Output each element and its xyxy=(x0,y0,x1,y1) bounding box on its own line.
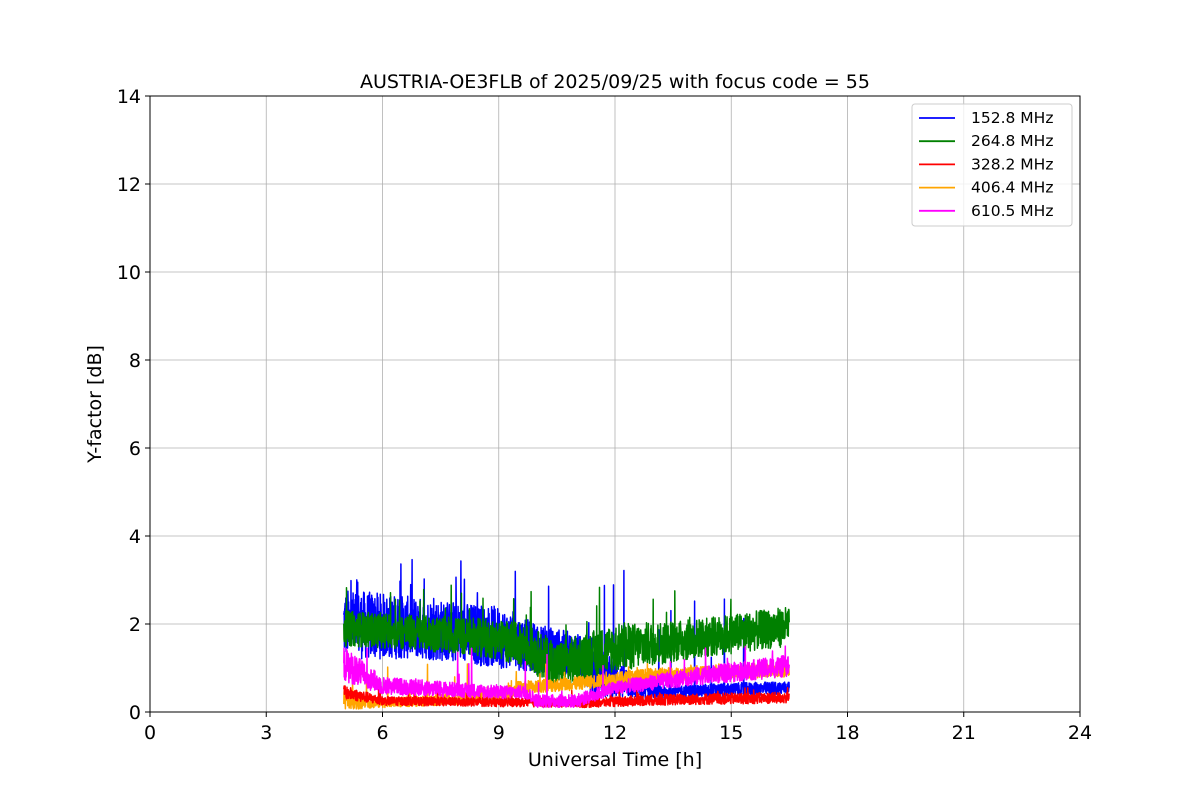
y-tick-label: 14 xyxy=(117,86,141,108)
x-tick-label: 0 xyxy=(144,722,156,744)
series-group xyxy=(343,558,790,710)
legend: 152.8 MHz 264.8 MHz 328.2 MHz 406.4 MHz 610.… xyxy=(911,103,1073,227)
legend-label: 264.8 MHz xyxy=(971,132,1053,150)
series-line-1 xyxy=(343,584,790,688)
series-line-4 xyxy=(343,645,790,709)
legend-label: 152.8 MHz xyxy=(971,109,1053,127)
x-tick-label: 3 xyxy=(260,722,272,744)
y-axis-label: Y-factor [dB] xyxy=(84,345,106,464)
series-line-0 xyxy=(343,558,790,700)
x-tick-label: 12 xyxy=(603,722,627,744)
y-tick-label: 6 xyxy=(129,438,141,460)
legend-label: 406.4 MHz xyxy=(971,179,1053,197)
legend-label: 328.2 MHz xyxy=(971,155,1053,173)
legend-label: 610.5 MHz xyxy=(971,202,1053,220)
x-tick-label: 15 xyxy=(719,722,743,744)
x-tick-label: 18 xyxy=(835,722,859,744)
y-tick-label: 8 xyxy=(129,350,141,372)
x-tick-label: 6 xyxy=(376,722,388,744)
x-tick-label: 21 xyxy=(952,722,976,744)
y-tick-label: 12 xyxy=(117,174,141,196)
x-axis-label: Universal Time [h] xyxy=(528,749,702,771)
y-tick-label: 4 xyxy=(129,526,141,548)
chart-title: AUSTRIA-OE3FLB of 2025/09/25 with focus … xyxy=(360,71,870,93)
x-tick-label: 24 xyxy=(1068,722,1092,744)
y-tick-label: 2 xyxy=(129,614,141,636)
legend-box xyxy=(911,103,1073,227)
x-tick-label: 9 xyxy=(493,722,505,744)
y-tick-label: 10 xyxy=(117,262,141,284)
y-tick-label: 0 xyxy=(129,702,141,724)
